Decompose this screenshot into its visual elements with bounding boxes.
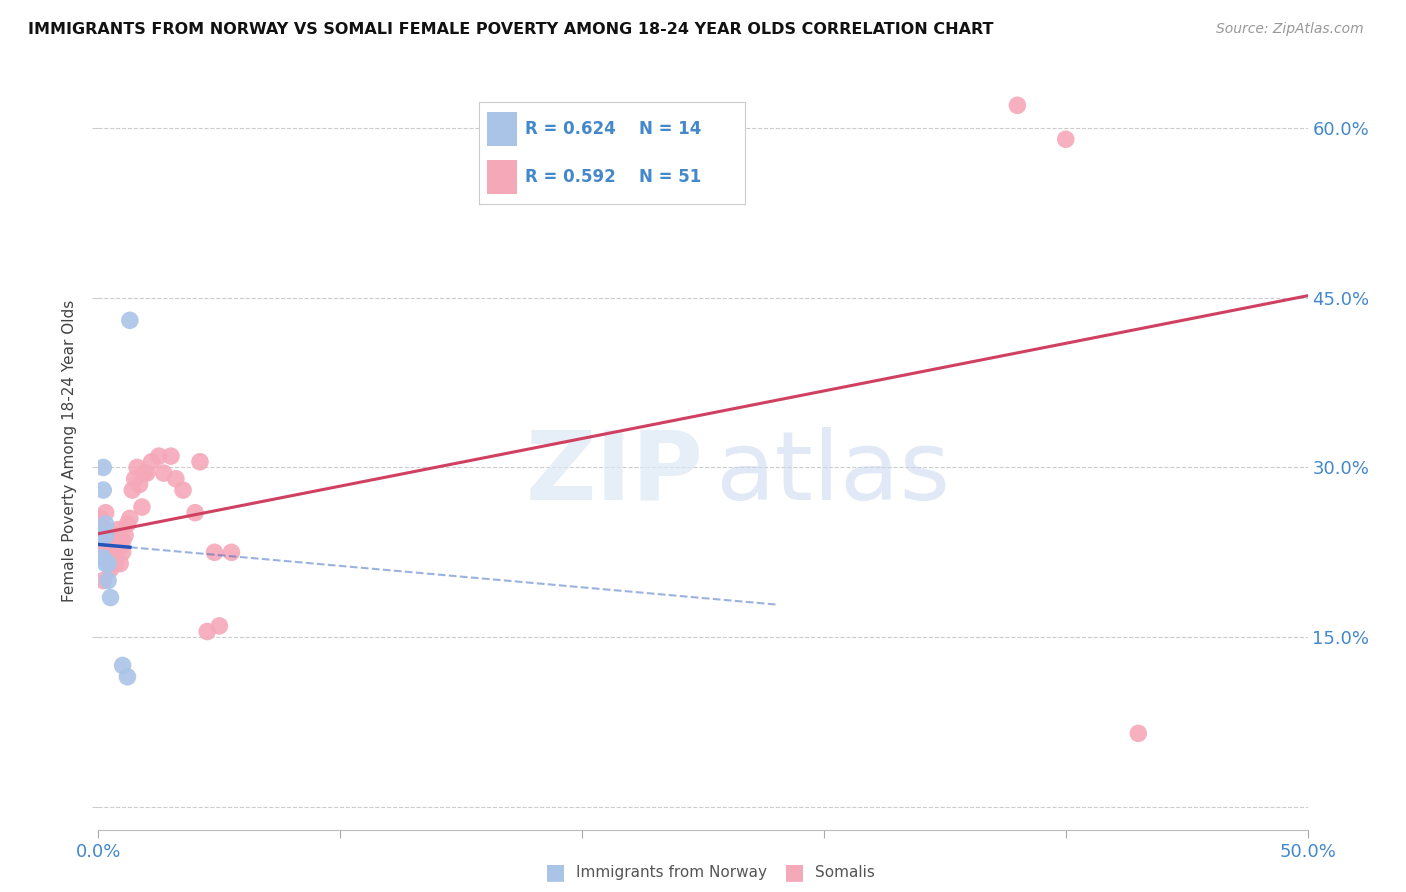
Point bbox=[165, 472, 187, 486]
Point bbox=[107, 523, 129, 537]
Point bbox=[101, 533, 124, 548]
Point bbox=[131, 500, 153, 514]
Point bbox=[108, 540, 131, 554]
Y-axis label: Female Poverty Among 18-24 Year Olds: Female Poverty Among 18-24 Year Olds bbox=[62, 300, 77, 601]
Point bbox=[148, 449, 170, 463]
Point bbox=[94, 506, 117, 520]
Text: atlas: atlas bbox=[716, 426, 950, 520]
Text: ■: ■ bbox=[785, 863, 804, 882]
Point bbox=[90, 528, 112, 542]
Point bbox=[128, 477, 150, 491]
Point bbox=[90, 551, 112, 566]
Point bbox=[117, 516, 139, 531]
Point bbox=[124, 472, 146, 486]
Point bbox=[94, 551, 117, 566]
Point bbox=[94, 528, 117, 542]
Point bbox=[160, 449, 183, 463]
Point bbox=[134, 466, 156, 480]
Point bbox=[184, 506, 207, 520]
Point bbox=[90, 528, 112, 542]
Point bbox=[141, 455, 163, 469]
Text: IMMIGRANTS FROM NORWAY VS SOMALI FEMALE POVERTY AMONG 18-24 YEAR OLDS CORRELATIO: IMMIGRANTS FROM NORWAY VS SOMALI FEMALE … bbox=[28, 22, 994, 37]
Point bbox=[208, 619, 231, 633]
Point bbox=[204, 545, 226, 559]
Point bbox=[1054, 132, 1077, 146]
Point bbox=[97, 533, 120, 548]
Point bbox=[94, 523, 117, 537]
Text: Source: ZipAtlas.com: Source: ZipAtlas.com bbox=[1216, 22, 1364, 37]
Point bbox=[1128, 726, 1150, 740]
Point bbox=[100, 591, 122, 605]
Text: Immigrants from Norway: Immigrants from Norway bbox=[576, 865, 768, 880]
Point bbox=[127, 460, 149, 475]
Point bbox=[91, 540, 114, 554]
Text: Somalis: Somalis bbox=[815, 865, 876, 880]
Point bbox=[90, 511, 112, 525]
Point bbox=[91, 483, 114, 497]
Point bbox=[94, 533, 117, 548]
Point bbox=[111, 658, 134, 673]
Point bbox=[100, 562, 122, 576]
Point bbox=[118, 313, 141, 327]
Point bbox=[108, 557, 131, 571]
Point bbox=[135, 466, 157, 480]
Point bbox=[97, 557, 120, 571]
Point bbox=[188, 455, 211, 469]
Point bbox=[172, 483, 194, 497]
Point bbox=[91, 574, 114, 588]
Point bbox=[97, 545, 120, 559]
Point bbox=[117, 670, 139, 684]
Point bbox=[152, 466, 174, 480]
Point bbox=[90, 533, 112, 548]
Point bbox=[101, 545, 124, 559]
Point bbox=[111, 533, 134, 548]
Point bbox=[100, 528, 122, 542]
Point bbox=[91, 460, 114, 475]
Point bbox=[91, 551, 114, 566]
Point bbox=[221, 545, 243, 559]
Point bbox=[1007, 98, 1029, 112]
Point bbox=[104, 528, 127, 542]
Point bbox=[100, 551, 122, 566]
Point bbox=[97, 574, 120, 588]
Point bbox=[121, 483, 143, 497]
Point bbox=[91, 551, 114, 566]
Point bbox=[94, 516, 117, 531]
Point bbox=[118, 511, 141, 525]
Text: ZIP: ZIP bbox=[524, 426, 703, 520]
Point bbox=[114, 528, 136, 542]
Point bbox=[97, 557, 120, 571]
Point bbox=[104, 557, 127, 571]
Point bbox=[94, 557, 117, 571]
Point bbox=[195, 624, 218, 639]
Point bbox=[111, 545, 134, 559]
Point bbox=[104, 540, 127, 554]
Text: ■: ■ bbox=[546, 863, 565, 882]
